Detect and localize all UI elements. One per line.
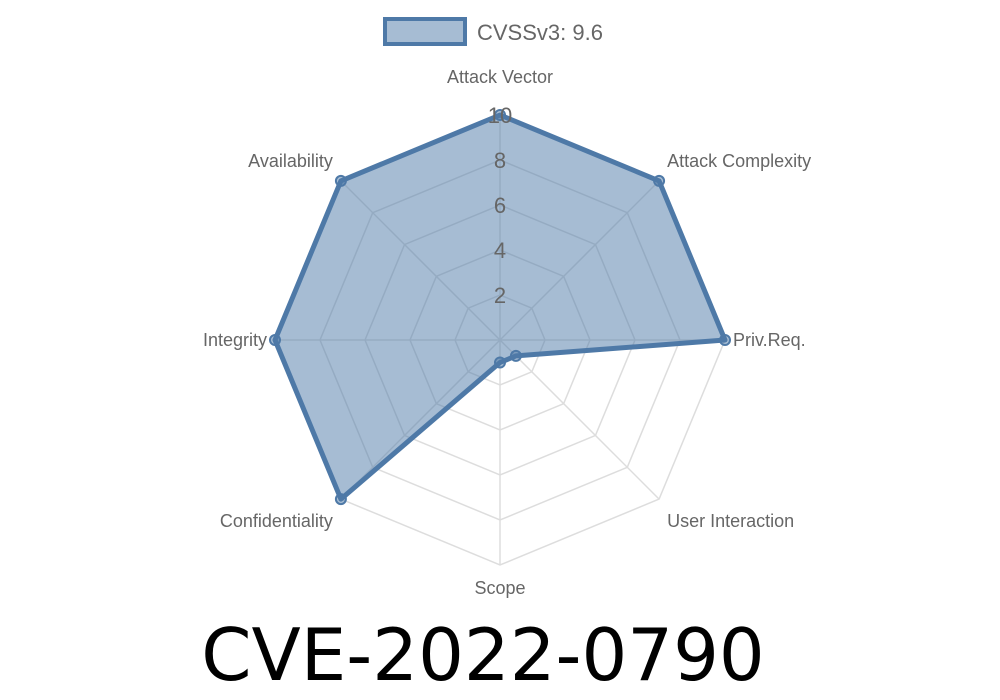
data-point[interactable] xyxy=(509,349,522,362)
axis-label: Integrity xyxy=(203,330,267,350)
axis-label: Confidentiality xyxy=(220,511,333,531)
axis-label: User Interaction xyxy=(667,511,794,531)
legend-swatch xyxy=(383,17,467,46)
axis-label: Attack Vector xyxy=(447,67,553,87)
legend[interactable]: CVSSv3: 9.6 xyxy=(383,17,603,46)
axis-label: Priv.Req. xyxy=(733,330,806,350)
axis-label: Attack Complexity xyxy=(667,151,811,171)
legend-label: CVSSv3: 9.6 xyxy=(477,20,603,45)
chart-title: CVE-2022-0790 xyxy=(201,613,764,697)
axis-labels: Attack Vector Attack Complexity Priv.Req. U… xyxy=(203,67,811,598)
tick-label: 8 xyxy=(494,148,506,173)
axis-label: Availability xyxy=(248,151,333,171)
data-point[interactable] xyxy=(494,356,506,369)
tick-label: 6 xyxy=(494,193,506,218)
data-point[interactable] xyxy=(719,334,731,346)
grid-spoke xyxy=(499,339,660,500)
data-point[interactable] xyxy=(653,174,666,187)
axis-label: Scope xyxy=(474,578,525,598)
tick-label: 4 xyxy=(494,238,506,263)
tick-label: 2 xyxy=(494,283,506,308)
data-point[interactable] xyxy=(334,493,347,506)
tick-labels: 2 4 6 8 10 xyxy=(488,103,512,308)
tick-label: 10 xyxy=(488,103,512,128)
data-point[interactable] xyxy=(494,109,506,121)
data-point[interactable] xyxy=(334,174,347,187)
data-point[interactable] xyxy=(269,334,281,346)
series-layer xyxy=(269,109,731,506)
